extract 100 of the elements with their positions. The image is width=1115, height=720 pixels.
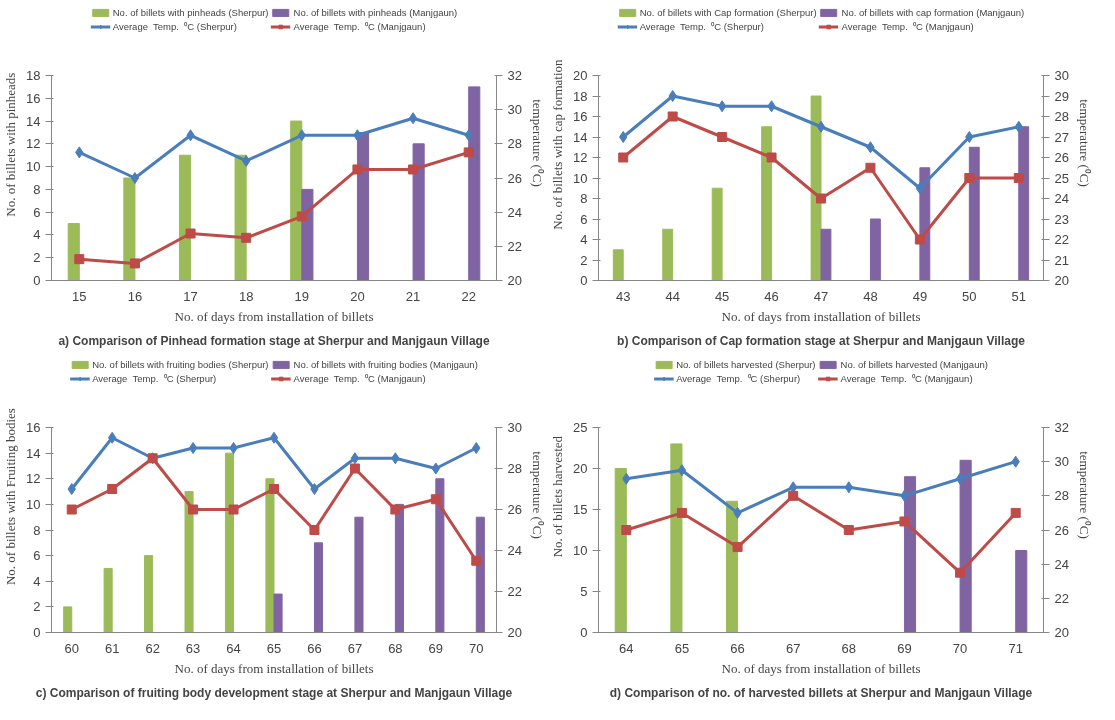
y-tick-label: 14 bbox=[26, 445, 41, 461]
legend-label: Average Temp. ⁰C (Manjgaun) bbox=[293, 372, 426, 385]
x-tick-label: 62 bbox=[145, 640, 160, 656]
legend-label: Average Temp. ⁰C (Sherpur) bbox=[676, 372, 801, 385]
legend-label: No. of billets with Cap formation (Sherpur) bbox=[639, 7, 817, 18]
y2-tick-label: 28 bbox=[507, 136, 522, 152]
y-tick-label: 2 bbox=[33, 599, 41, 615]
y-tick-label: 10 bbox=[573, 170, 588, 186]
y-tick-label: 18 bbox=[26, 68, 41, 83]
legend-label: No. of billets with pinheads (Sherpur) bbox=[112, 7, 269, 18]
x-tick-label: 65 bbox=[674, 640, 690, 656]
y2-tick-label: 26 bbox=[1054, 522, 1069, 538]
text: d) Comparison of no. of harvested billets at Sherpur and Manjgaun Village bbox=[609, 685, 1033, 700]
legend-label: Average Temp. ⁰C (Sherpur) bbox=[92, 372, 217, 385]
y-axis-title: No. of billets with Fruiting bodies bbox=[3, 408, 19, 586]
y2-tick-label: 32 bbox=[1054, 420, 1069, 435]
legend-label: Average Temp. ⁰C (Manjgaun) bbox=[840, 372, 973, 385]
x-tick-label: 65 bbox=[266, 640, 282, 656]
y-tick-label: 10 bbox=[26, 496, 41, 512]
y-tick-label: 2 bbox=[33, 250, 41, 266]
legend-label: Average Temp. ⁰C (Manjgaun) bbox=[841, 20, 974, 33]
y-tick-label: 20 bbox=[573, 68, 588, 83]
y2-tick-label: 28 bbox=[1054, 488, 1069, 504]
x-tick-label: 49 bbox=[912, 288, 928, 304]
y-tick-label: 4 bbox=[33, 227, 41, 243]
text: c) Comparison of fruiting body development stage at Sherpur and Manjgaun Village bbox=[35, 685, 513, 700]
x-tick-label: 60 bbox=[64, 640, 79, 656]
y-tick-label: 0 bbox=[580, 273, 588, 288]
legend-label: No. of billets with fruiting bodies (Sherpur) bbox=[92, 359, 269, 370]
y-tick-label: 6 bbox=[33, 204, 41, 220]
x-tick-label: 68 bbox=[388, 640, 403, 656]
y2-tick-label: 26 bbox=[1054, 150, 1069, 165]
y2-tick-label: 20 bbox=[1054, 625, 1069, 640]
x-tick-label: 63 bbox=[185, 640, 201, 656]
y-tick-label: 12 bbox=[573, 150, 588, 165]
y-tick-label: 6 bbox=[33, 548, 41, 564]
x-tick-label: 16 bbox=[127, 288, 143, 304]
y2-tick-label: 20 bbox=[1054, 273, 1069, 288]
x-tick-label: 20 bbox=[350, 288, 365, 304]
x-tick-label: 50 bbox=[962, 288, 977, 304]
x-tick-label: 22 bbox=[461, 288, 476, 304]
text: b) Comparison of Cap formation stage at Sherpur and Manjgaun Village bbox=[617, 333, 1026, 348]
y-tick-label: 4 bbox=[33, 573, 41, 589]
y-tick-label: 16 bbox=[26, 90, 41, 106]
y2-tick-label: 30 bbox=[1054, 454, 1069, 470]
y-tick-label: 14 bbox=[26, 113, 41, 129]
x-tick-label: 44 bbox=[665, 288, 680, 304]
x-tick-label: 70 bbox=[952, 640, 968, 656]
x-tick-label: 15 bbox=[72, 288, 87, 304]
y2-tick-label: 22 bbox=[1054, 590, 1069, 606]
y-axis-title: No. of billets with pinheads bbox=[3, 72, 19, 217]
y2-axis-title: temperature (⁰C) bbox=[1076, 99, 1092, 187]
legend-label: No. of billets with cap formation (Manjgaun) bbox=[841, 7, 1025, 18]
x-tick-label: 48 bbox=[863, 288, 878, 304]
y-tick-label: 15 bbox=[573, 502, 588, 517]
x-tick-label: 21 bbox=[405, 288, 421, 304]
y-tick-label: 0 bbox=[580, 625, 588, 640]
x-tick-label: 66 bbox=[307, 640, 322, 656]
y-tick-label: 8 bbox=[33, 522, 41, 538]
y2-tick-label: 24 bbox=[1054, 556, 1069, 572]
x-tick-label: 67 bbox=[347, 640, 363, 656]
x-axis-title: No. of days from installation of billets bbox=[174, 308, 374, 324]
y2-tick-label: 27 bbox=[1054, 129, 1069, 145]
x-tick-label: 67 bbox=[785, 640, 801, 656]
y-tick-label: 6 bbox=[580, 211, 588, 227]
x-axis-title: No. of days from installation of billets bbox=[174, 660, 374, 676]
y2-tick-label: 30 bbox=[507, 420, 522, 435]
y2-tick-label: 32 bbox=[507, 68, 522, 83]
legend-label: Average Temp. ⁰C (Sherpur) bbox=[112, 20, 237, 33]
legend-label: No. of billets harvested (Manjgaun) bbox=[840, 359, 988, 370]
x-tick-label: 66 bbox=[730, 640, 745, 656]
x-axis-title: No. of days from installation of billets bbox=[721, 308, 921, 324]
x-tick-label: 43 bbox=[615, 288, 631, 304]
y2-tick-label: 24 bbox=[507, 543, 522, 558]
y2-tick-label: 21 bbox=[1054, 252, 1069, 268]
y-tick-label: 10 bbox=[573, 543, 588, 558]
y2-axis-title: temperature (⁰C) bbox=[529, 99, 545, 187]
x-tick-label: 61 bbox=[104, 640, 120, 656]
y2-tick-label: 25 bbox=[1054, 170, 1069, 186]
y-tick-label: 20 bbox=[573, 461, 588, 476]
y-tick-label: 18 bbox=[573, 88, 588, 104]
y2-tick-label: 24 bbox=[507, 204, 522, 220]
legend-label: Average Temp. ⁰C (Sherpur) bbox=[639, 20, 764, 33]
y-tick-label: 16 bbox=[573, 109, 588, 124]
x-tick-label: 69 bbox=[428, 640, 444, 656]
y2-tick-label: 26 bbox=[507, 170, 522, 186]
y2-tick-label: 22 bbox=[1054, 232, 1069, 247]
y-tick-label: 10 bbox=[26, 159, 41, 175]
y-tick-label: 12 bbox=[26, 136, 41, 152]
x-tick-label: 68 bbox=[841, 640, 857, 656]
y2-tick-label: 24 bbox=[1054, 191, 1069, 206]
y2-tick-label: 26 bbox=[507, 502, 522, 517]
y-tick-label: 14 bbox=[573, 129, 588, 145]
legend-label: Average Temp. ⁰C (Manjgaun) bbox=[293, 20, 426, 33]
y-tick-label: 0 bbox=[33, 273, 41, 288]
y-tick-label: 25 bbox=[573, 420, 588, 435]
legend-label: No. of billets harvested (Sherpur) bbox=[676, 359, 816, 370]
y2-tick-label: 20 bbox=[507, 625, 522, 640]
y-tick-label: 12 bbox=[26, 471, 41, 487]
x-tick-label: 45 bbox=[714, 288, 730, 304]
